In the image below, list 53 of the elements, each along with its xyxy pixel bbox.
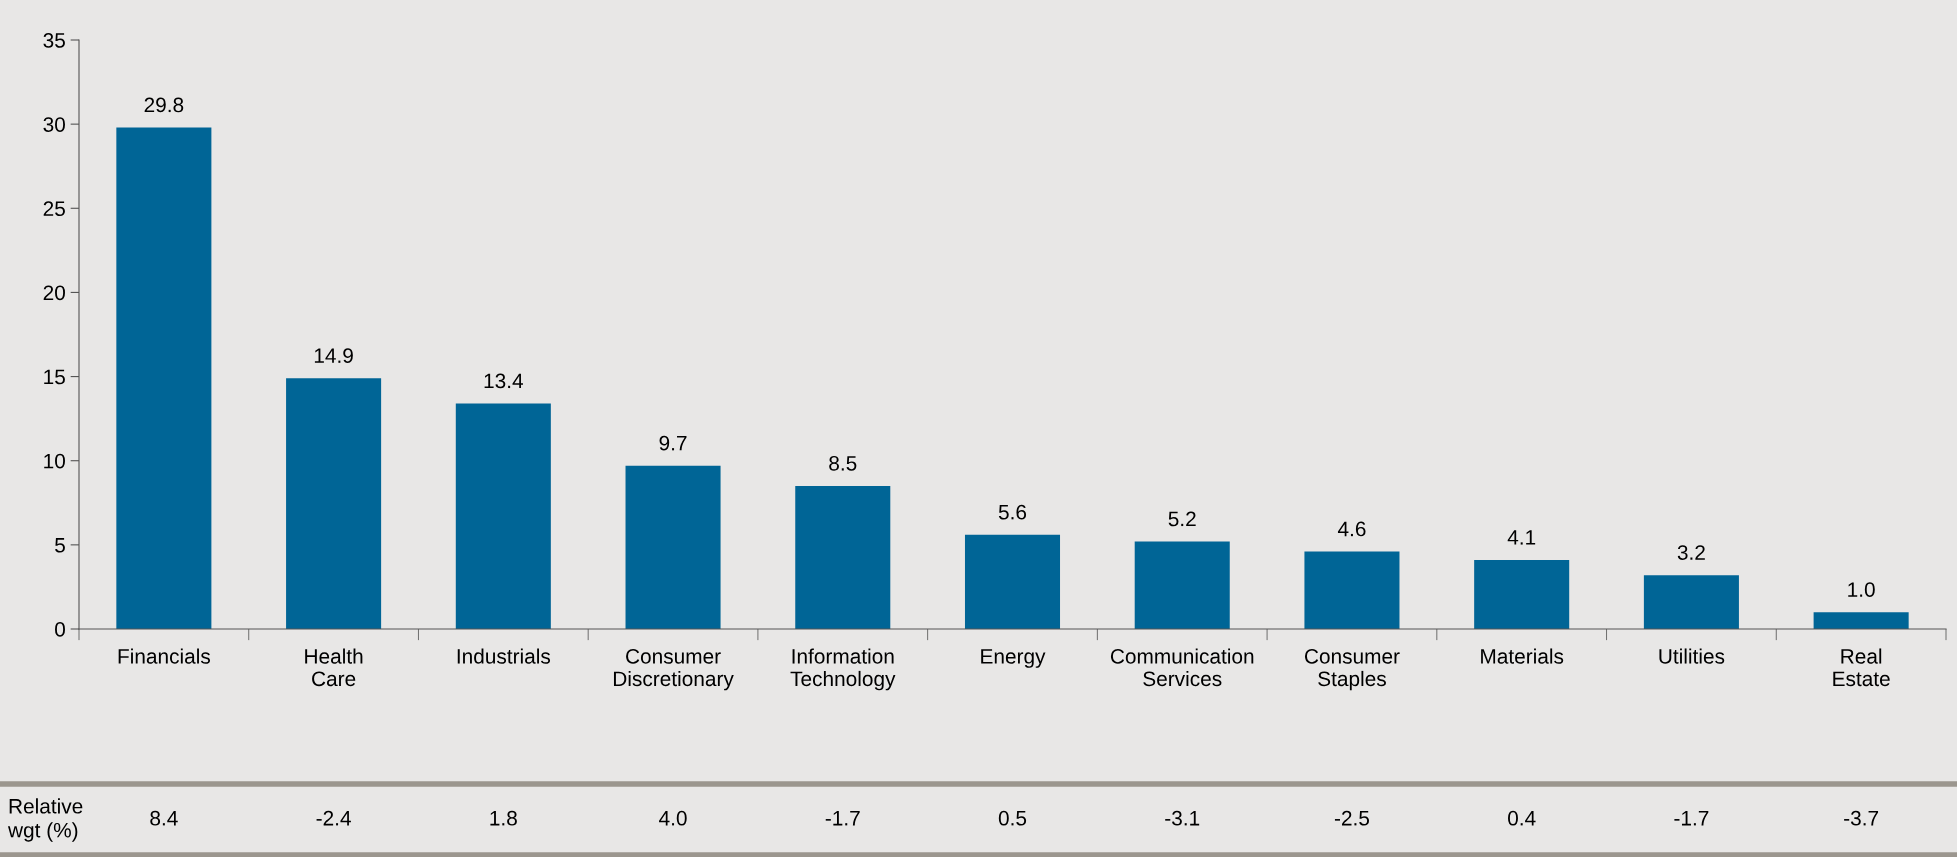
y-tick-label: 15 [44, 369, 65, 385]
data-label: 9.7 [659, 435, 687, 451]
y-tick-label: 0 [55, 622, 65, 637]
text: -1.7 [1674, 811, 1709, 826]
data-label: 5.2 [1168, 511, 1196, 527]
bar [116, 127, 212, 629]
text: 8.4 [150, 810, 178, 826]
x-tick-label: Utilities [1659, 648, 1725, 664]
text: -3.1 [1165, 810, 1200, 826]
data-label: 14.9 [314, 348, 353, 364]
data-label: 29.8 [144, 97, 184, 113]
data-label: 4.1 [1507, 530, 1536, 545]
bar [1643, 575, 1739, 629]
data-label: 8.5 [829, 455, 857, 471]
data-label: 3.2 [1677, 545, 1705, 560]
x-tick-label: Energy [981, 649, 1046, 668]
bar [455, 403, 551, 629]
text: 0.4 [1508, 810, 1536, 826]
x-tick-label: Health Care [305, 648, 363, 687]
text: -2.4 [316, 810, 351, 826]
text: 1.8 [490, 810, 517, 826]
bar [795, 485, 891, 629]
bar [286, 378, 382, 629]
data-label: 1.0 [1848, 582, 1875, 597]
y-tick-label: 5 [55, 538, 65, 553]
y-tick-label: 10 [44, 453, 65, 469]
text: 0.5 [998, 810, 1027, 826]
y-tick-label: 20 [43, 285, 65, 301]
y-tick-label: 30 [43, 117, 65, 132]
x-tick-label: Consumer Staples [1304, 648, 1400, 691]
data-label: 13.4 [484, 373, 523, 389]
x-tick-label: Communication Services [1110, 648, 1254, 687]
bar [964, 534, 1061, 629]
x-tick-label: Materials [1481, 648, 1564, 664]
bar [1474, 560, 1570, 629]
x-tick-label: Information Technology [790, 648, 896, 691]
x-tick-label: Industrials [457, 648, 551, 664]
bar [1813, 612, 1909, 629]
data-label: 5.6 [998, 504, 1027, 520]
text: Relative wgt (%) [7, 798, 83, 842]
text: -2.5 [1334, 810, 1370, 826]
bar [1134, 541, 1230, 629]
bar [625, 465, 721, 629]
data-label: 4.6 [1337, 521, 1366, 537]
text: -3.7 [1844, 810, 1879, 826]
x-tick-label: Financials [118, 648, 211, 664]
bar [1304, 551, 1400, 629]
y-tick-label: 25 [43, 201, 65, 217]
text: 4.0 [659, 810, 687, 826]
x-tick-label: Consumer Discretionary [613, 648, 734, 691]
text: -1.7 [825, 811, 860, 826]
y-tick-label: 35 [43, 33, 65, 48]
x-tick-label: Real Estate [1833, 648, 1890, 687]
